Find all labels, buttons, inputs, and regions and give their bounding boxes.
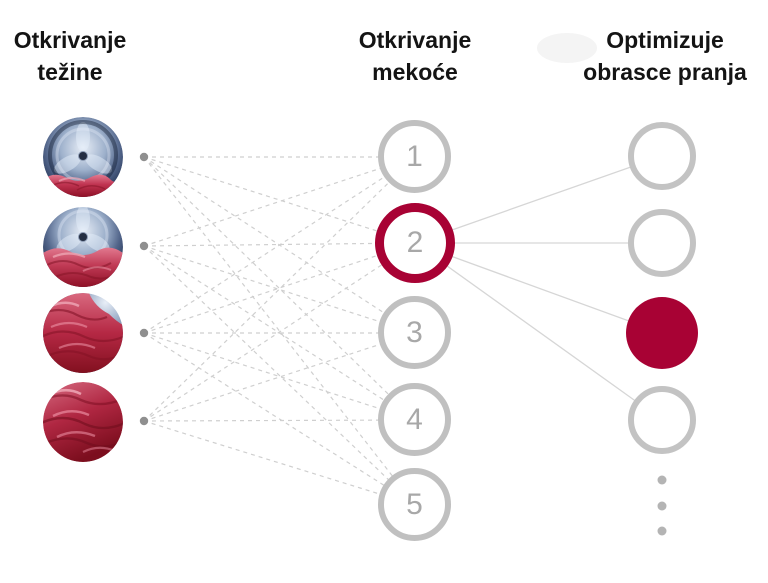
drum-heavy-load-graphic xyxy=(43,293,123,373)
drum-image-heavy-load xyxy=(43,293,123,373)
ellipsis-dots xyxy=(657,475,667,536)
column-title-optimize: Optimizuje obrasce pranja xyxy=(562,24,768,88)
column-title-optimize-line2: obrasce pranja xyxy=(583,59,747,85)
faded-watermark xyxy=(537,33,597,63)
column-title-weight: Otkrivanje težine xyxy=(0,24,140,88)
softness-node-2-selected: 2 xyxy=(375,203,455,283)
softness-node-1: 1 xyxy=(378,120,451,193)
column-title-optimize-line1: Optimizuje xyxy=(606,27,724,53)
pattern-node-2 xyxy=(628,209,696,277)
drum-full-load-graphic xyxy=(43,382,123,462)
column-title-weight-line1: Otkrivanje xyxy=(13,27,127,53)
dashed-connection-lines xyxy=(143,156,416,506)
pattern-node-4 xyxy=(628,386,696,454)
input-dot xyxy=(139,416,149,426)
input-dot xyxy=(139,152,149,162)
input-dot xyxy=(139,328,149,338)
drum-image-medium-load xyxy=(43,207,123,287)
input-dot xyxy=(139,241,149,251)
softness-node-3-label: 3 xyxy=(406,315,423,349)
ellipsis-dot xyxy=(657,475,667,485)
column-title-softness-line2: mekoće xyxy=(372,59,458,85)
drum-image-light-load xyxy=(43,117,123,197)
softness-node-3: 3 xyxy=(378,296,451,369)
ellipsis-dot xyxy=(657,526,667,536)
softness-node-5: 5 xyxy=(378,468,451,541)
pattern-node-3-selected xyxy=(626,297,698,369)
softness-node-2-label: 2 xyxy=(406,226,424,259)
drum-image-full-load xyxy=(43,382,123,462)
drum-light-load-graphic xyxy=(43,117,123,197)
column-title-softness-line1: Otkrivanje xyxy=(358,27,472,53)
softness-node-5-label: 5 xyxy=(406,487,423,521)
softness-node-4-label: 4 xyxy=(406,402,423,436)
softness-node-1-label: 1 xyxy=(406,139,423,173)
column-title-softness: Otkrivanje mekoće xyxy=(335,24,495,88)
ellipsis-dot xyxy=(657,501,667,511)
softness-node-4: 4 xyxy=(378,383,451,456)
drum-medium-load-graphic xyxy=(43,207,123,287)
column-title-weight-line2: težine xyxy=(37,59,103,85)
input-connector-dots xyxy=(139,152,149,426)
pattern-node-1 xyxy=(628,122,696,190)
solid-connection-lines xyxy=(414,155,663,421)
